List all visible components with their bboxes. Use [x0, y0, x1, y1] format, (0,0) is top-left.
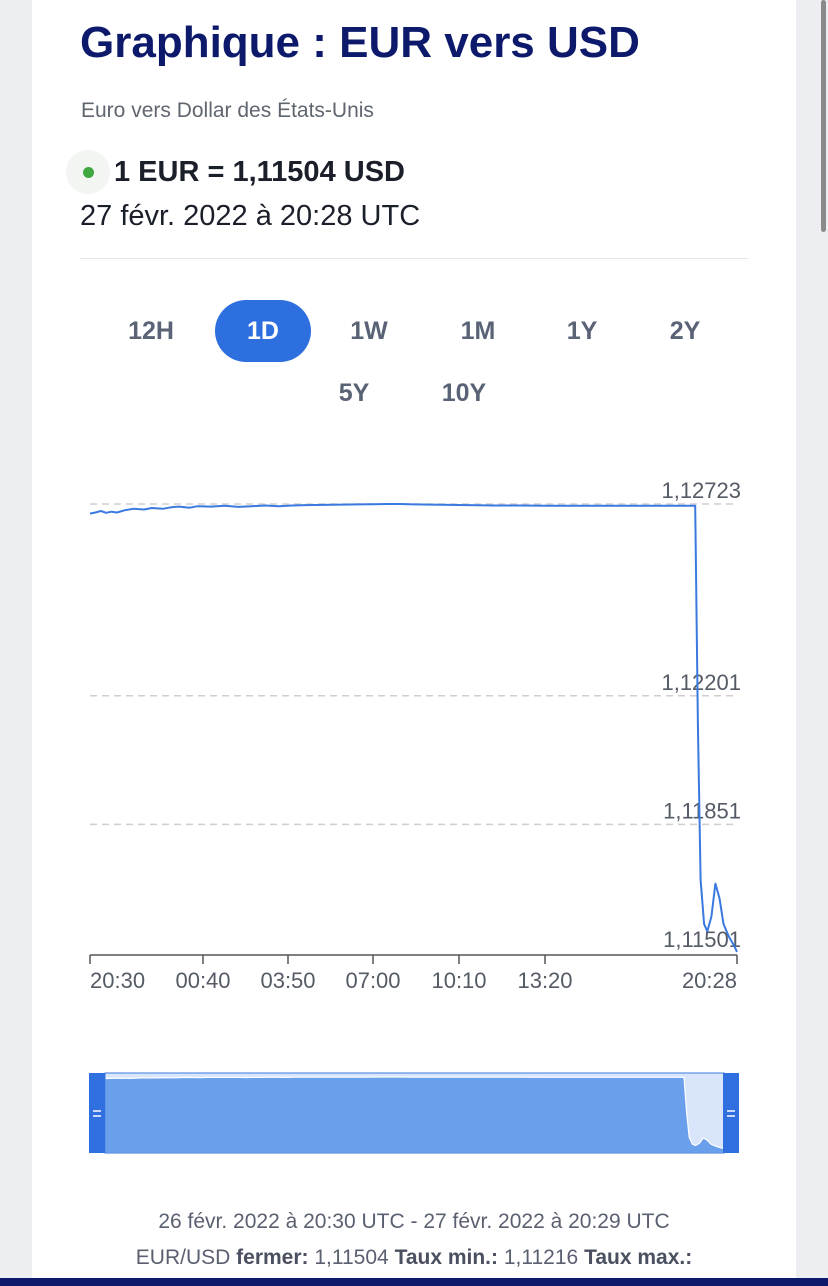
max-label: Taux max.: [584, 1246, 693, 1269]
y-tick-label: 1,12723 [661, 478, 741, 503]
current-rate: 1 EUR = 1,11504 USD [66, 150, 405, 194]
x-tick-label: 07:00 [345, 968, 400, 993]
period-1w[interactable]: 1W [350, 316, 388, 345]
period-12h[interactable]: 12H [128, 316, 174, 345]
page-title: Graphique : EUR vers USD [80, 18, 640, 67]
x-tick-label: 00:40 [175, 968, 230, 993]
x-tick-label: 03:50 [260, 968, 315, 993]
x-tick-label: 20:30 [90, 968, 145, 993]
close-label: fermer: [236, 1246, 309, 1269]
min-label: Taux min.: [394, 1246, 499, 1269]
period-1m[interactable]: 1M [460, 316, 496, 345]
bottom-bar [0, 1278, 828, 1286]
min-value: 1,11216 [503, 1246, 579, 1269]
summary-line: EUR/USD fermer: 1,11504 Taux min.: 1,112… [0, 1246, 828, 1270]
navigator-handle-right[interactable] [723, 1073, 739, 1153]
x-tick-label: 20:28 [682, 968, 737, 993]
page-subtitle: Euro vers Dollar des États-Unis [81, 99, 374, 122]
price-line [89, 503, 738, 953]
period-2y[interactable]: 2Y [669, 316, 701, 345]
date-range: 26 févr. 2022 à 20:30 UTC - 27 févr. 202… [158, 1210, 670, 1233]
rate-timestamp: 27 févr. 2022 à 20:28 UTC [80, 200, 421, 232]
close-value: 1,11504 [314, 1246, 389, 1269]
pair-label: EUR/USD [135, 1246, 231, 1269]
period-5y[interactable]: 5Y [338, 378, 370, 407]
live-status-icon [66, 150, 110, 194]
y-tick-label: 1,11501 [663, 927, 741, 952]
y-tick-label: 1,11851 [663, 798, 741, 823]
period-1d[interactable]: 1D [215, 300, 311, 362]
navigator-handle-left[interactable] [89, 1073, 105, 1153]
x-tick-label: 13:20 [517, 968, 572, 993]
price-chart: 1,12723 1,12201 1,11851 1,11501 20:30 00:40 0… [89, 478, 741, 1154]
period-10y[interactable]: 10Y [441, 378, 487, 407]
chart-card [32, 0, 796, 1286]
scrollbar-thumb[interactable] [821, 0, 826, 232]
y-tick-label: 1,12201 [661, 670, 741, 695]
navigator-area [104, 1076, 725, 1154]
rate-value: 1 EUR = 1,11504 USD [114, 155, 405, 188]
period-1y[interactable]: 1Y [566, 316, 598, 345]
x-tick-label: 10:10 [431, 968, 486, 993]
divider [80, 258, 748, 259]
